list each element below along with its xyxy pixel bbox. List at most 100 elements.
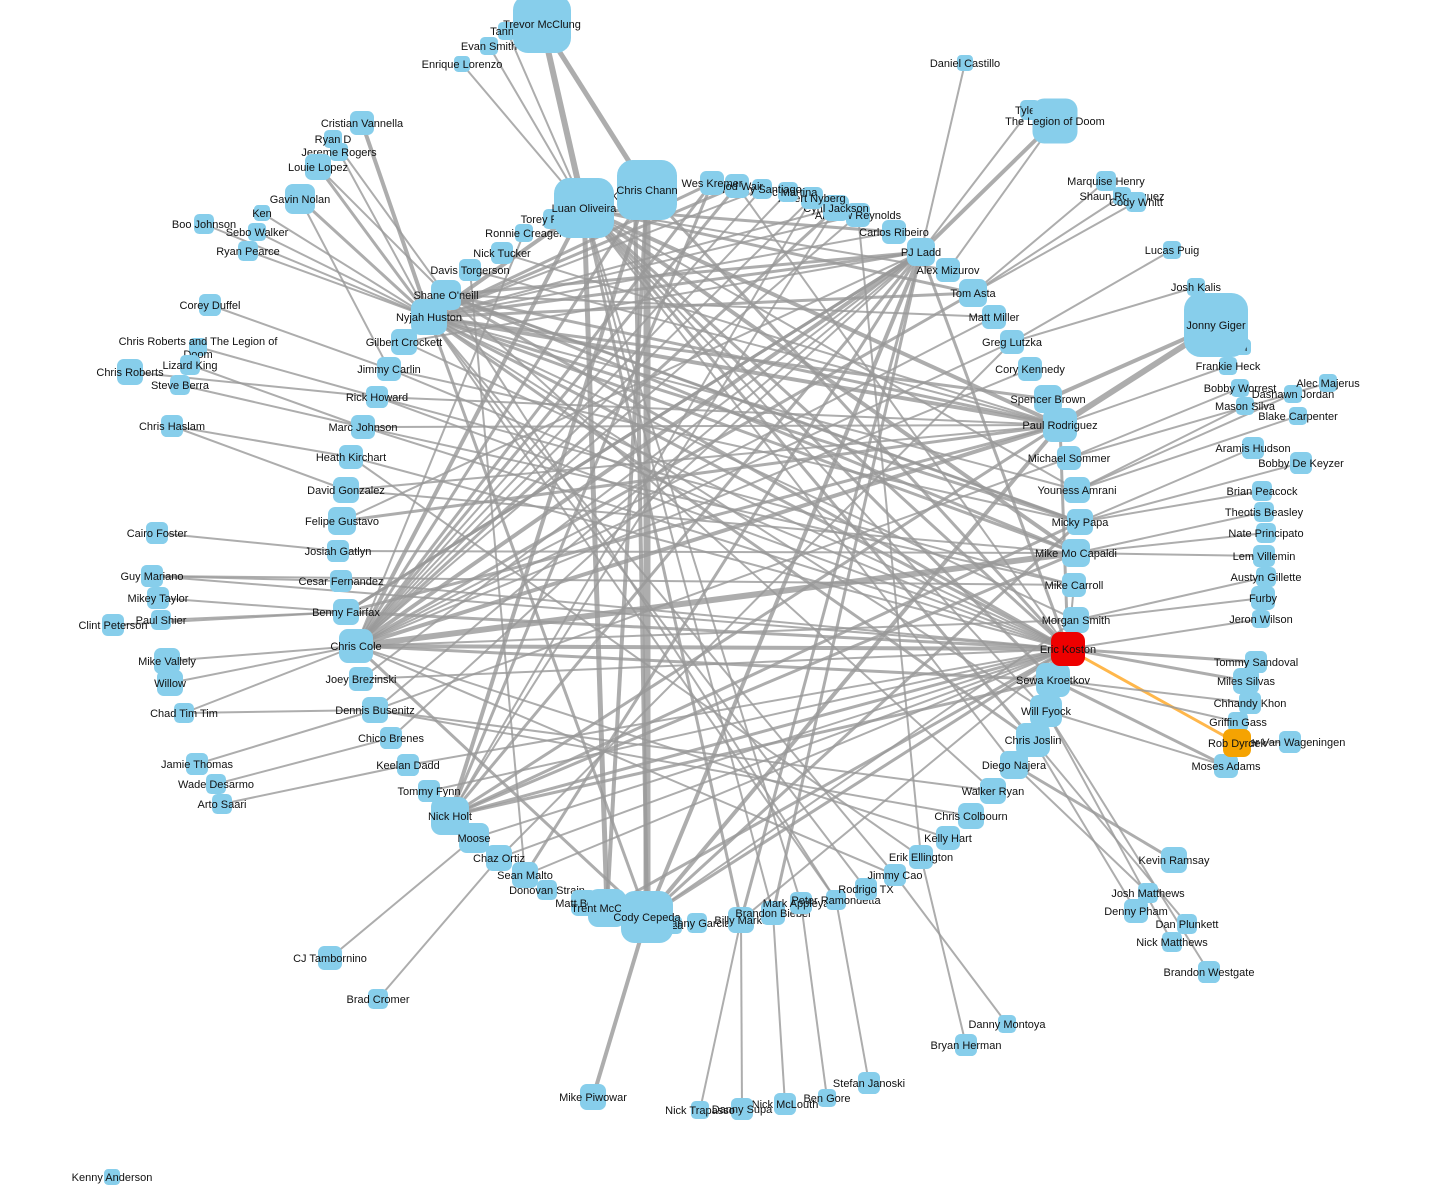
node-evan-smith[interactable]: Evan Smith (461, 37, 517, 55)
node-chhandy-khon[interactable]: Chhandy Khon (1214, 692, 1287, 714)
node-shape[interactable] (855, 878, 877, 900)
node-shape[interactable] (1252, 610, 1270, 628)
node-josiah-gatlyn[interactable]: Josiah Gatlyn (305, 540, 372, 562)
node-paul-shier[interactable]: Paul Shier (136, 610, 187, 630)
node-shape[interactable] (1036, 663, 1070, 697)
node-shape[interactable] (1162, 932, 1182, 952)
node-bryan-herman[interactable]: Bryan Herman (931, 1034, 1002, 1056)
node-shape[interactable] (366, 386, 388, 408)
node-the-legion-of-doom[interactable]: The Legion of Doom (1005, 98, 1105, 144)
node-eric-martina[interactable]: Eric Martina (759, 182, 819, 202)
node-michael-sommer[interactable]: Michael Sommer (1028, 446, 1111, 470)
node-shape[interactable] (1284, 385, 1302, 403)
node-boo-johnson[interactable]: Boo Johnson (172, 214, 236, 234)
node-shape[interactable] (1177, 914, 1197, 934)
node-sewa-kroetkov[interactable]: Sewa Kroetkov (1016, 663, 1090, 697)
node-shape[interactable] (161, 415, 183, 437)
node-shape[interactable] (1062, 539, 1090, 567)
node-mike-vallely[interactable]: Mike Vallely (138, 648, 196, 674)
node-heath-kirchart[interactable]: Heath Kirchart (316, 445, 386, 469)
node-jamie-thomas[interactable]: Jamie Thomas (161, 753, 233, 775)
node-shape[interactable] (513, 0, 571, 53)
node-shape[interactable] (1163, 241, 1181, 259)
node-bobby-worrest[interactable]: Bobby Worrest (1204, 379, 1277, 397)
node-shape[interactable] (1279, 731, 1301, 753)
node-eric-koston[interactable]: Eric Koston (1040, 632, 1096, 666)
node-nick-mclouth[interactable]: Nick McLouth (752, 1093, 819, 1115)
node-dan-plunkett[interactable]: Dan Plunkett (1156, 914, 1219, 934)
node-shape[interactable] (1319, 374, 1337, 392)
node-shape[interactable] (339, 629, 373, 663)
node-stefan-janoski[interactable]: Stefan Janoski (833, 1072, 905, 1094)
node-shape[interactable] (1096, 171, 1116, 191)
node-morgan-smith[interactable]: Morgan Smith (1042, 607, 1110, 633)
node-shape[interactable] (1223, 729, 1251, 757)
node-mike-carroll[interactable]: Mike Carroll (1045, 573, 1104, 597)
node-shape[interactable] (1236, 397, 1254, 415)
node-shape[interactable] (154, 648, 180, 674)
node-shape[interactable] (580, 1084, 606, 1110)
node-shape[interactable] (731, 1098, 753, 1120)
node-shape[interactable] (397, 754, 419, 776)
node-wes-kremer[interactable]: Wes Kremer (682, 171, 743, 195)
node-davis-torgerson[interactable]: Davis Torgerson (430, 259, 510, 281)
node-shape[interactable] (411, 299, 447, 335)
node-cory-kennedy[interactable]: Cory Kennedy (995, 357, 1065, 381)
node-nick-tucker[interactable]: Nick Tucker (473, 242, 531, 264)
node-chris-chann[interactable]: Chris Chann (616, 160, 678, 220)
node-cairo-foster[interactable]: Cairo Foster (127, 522, 188, 544)
node-shape[interactable] (1254, 502, 1274, 522)
node-eiger-van-wageningen[interactable]: eiger Van Wageningen (1235, 731, 1346, 753)
node-shape[interactable] (801, 187, 823, 209)
node-kelly-hart[interactable]: Kelly Hart (924, 826, 972, 850)
node-shape[interactable] (1064, 477, 1090, 503)
node-shape[interactable] (186, 753, 208, 775)
node-shape[interactable] (328, 507, 356, 535)
node-shape[interactable] (1187, 278, 1205, 296)
node-chris-colbourn[interactable]: Chris Colbourn (934, 803, 1008, 829)
node-shape[interactable] (349, 667, 373, 691)
node-chris-cole[interactable]: Chris Cole (330, 629, 382, 663)
node-shape[interactable] (151, 610, 171, 630)
node-chris-joslin[interactable]: Chris Joslin (1005, 723, 1062, 757)
node-shape[interactable] (1245, 651, 1267, 673)
node-shape[interactable] (1051, 632, 1085, 666)
node-josh-matthews[interactable]: Josh Matthews (1111, 883, 1185, 903)
node-ryan-pearce[interactable]: Ryan Pearce (216, 241, 280, 261)
node-shape[interactable] (1256, 523, 1276, 543)
node-diego-najera[interactable]: Diego Najera (982, 751, 1047, 779)
node-shape[interactable] (180, 355, 200, 375)
node-shape[interactable] (104, 1169, 120, 1185)
node-shape[interactable] (1000, 330, 1024, 354)
node-brad-cromer[interactable]: Brad Cromer (347, 989, 410, 1009)
node-shape[interactable] (102, 614, 124, 636)
node-shape[interactable] (212, 794, 232, 814)
node-shape[interactable] (146, 522, 168, 544)
node-shape[interactable] (588, 889, 626, 927)
node-shape[interactable] (554, 178, 614, 238)
node-shape[interactable] (350, 111, 374, 135)
node-shape[interactable] (333, 477, 359, 503)
node-will-fyock[interactable]: Will Fyock (1021, 695, 1072, 727)
node-danny-montoya[interactable]: Danny Montoya (968, 1015, 1046, 1033)
node-nate-principato[interactable]: Nate Principato (1228, 523, 1304, 543)
node-shape[interactable] (515, 224, 533, 242)
node-greg-lutzka[interactable]: Greg Lutzka (982, 330, 1043, 354)
node-shape[interactable] (617, 160, 677, 220)
node-alex-mizurov[interactable]: Alex Mizurov (917, 258, 980, 282)
node-keelan-dadd[interactable]: Keelan Dadd (376, 754, 440, 776)
node-shape[interactable] (959, 279, 987, 307)
node-felipe-gustavo[interactable]: Felipe Gustavo (305, 507, 379, 535)
node-shape[interactable] (117, 359, 143, 385)
node-lizard-king[interactable]: Lizard King (162, 355, 218, 375)
node-shape[interactable] (884, 864, 906, 886)
node-shape[interactable] (1184, 293, 1248, 357)
node-shape[interactable] (486, 845, 512, 871)
node-shape[interactable] (1161, 847, 1187, 873)
node-shape[interactable] (882, 220, 906, 244)
node-arto-saari[interactable]: Arto Saari (198, 794, 247, 814)
node-bobby-de-keyzer[interactable]: Bobby De Keyzer (1258, 452, 1344, 474)
node-shape[interactable] (936, 258, 960, 282)
node-shape[interactable] (980, 778, 1006, 804)
node-shape[interactable] (318, 946, 342, 970)
